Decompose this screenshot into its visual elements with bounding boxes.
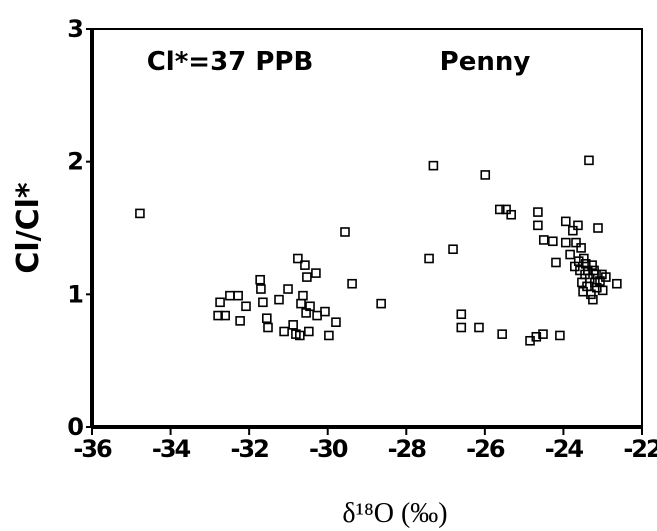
point [256, 284, 266, 294]
point [506, 209, 516, 220]
point [293, 253, 303, 264]
point [300, 260, 310, 270]
point [533, 220, 543, 231]
point [551, 257, 561, 268]
point [262, 313, 272, 324]
point [213, 310, 223, 321]
x-tick-label: -26 [466, 435, 505, 463]
point [584, 155, 594, 166]
point [331, 317, 341, 327]
point [571, 237, 581, 248]
point [601, 272, 611, 282]
point [548, 236, 558, 247]
point [588, 294, 598, 305]
point [305, 301, 315, 312]
point [304, 326, 314, 337]
point [555, 330, 565, 341]
point [456, 322, 467, 333]
point [255, 274, 265, 285]
point [576, 243, 586, 253]
point [376, 298, 386, 309]
point [586, 289, 596, 300]
point [324, 330, 334, 341]
point [593, 223, 603, 233]
point [279, 326, 289, 337]
point [581, 259, 591, 269]
point [225, 290, 235, 301]
x-tick-label: -24 [545, 435, 584, 463]
point [494, 204, 505, 215]
point [538, 329, 548, 339]
point [311, 268, 321, 278]
point [560, 216, 571, 227]
x-axis-label: δ¹⁸O (‰) [342, 498, 447, 529]
point [283, 284, 293, 294]
y-tick-label: 0 [67, 413, 83, 441]
plot-frame [91, 28, 643, 428]
point [612, 278, 622, 289]
x-tick-label: -28 [388, 435, 427, 463]
point [312, 310, 322, 321]
x-tick-label: -30 [309, 435, 348, 463]
point [233, 290, 243, 301]
point [215, 297, 225, 308]
point [320, 306, 330, 317]
point [497, 329, 507, 339]
point [302, 272, 312, 282]
point [538, 235, 549, 245]
x-tick-label: -32 [230, 435, 268, 463]
point [568, 225, 578, 236]
point [592, 282, 602, 293]
annotation: Cl*=37 PPB [147, 47, 314, 77]
annotation: Penny [440, 47, 531, 77]
point [587, 260, 597, 270]
point [573, 220, 583, 231]
point [573, 256, 584, 266]
y-axis-label: Cl/Cl* [11, 182, 46, 274]
point [235, 316, 245, 326]
point [296, 298, 306, 309]
y-tick-label: 2 [67, 148, 82, 176]
point [263, 322, 273, 333]
point [295, 330, 305, 341]
point [579, 253, 589, 264]
point [241, 301, 251, 312]
point [480, 170, 491, 180]
point [597, 285, 608, 296]
point [135, 208, 145, 219]
point [533, 207, 543, 217]
point [456, 309, 467, 320]
y-tick-label: 1 [67, 280, 83, 308]
x-tick-label: -34 [152, 435, 191, 463]
point [274, 294, 284, 305]
point [424, 253, 434, 264]
point [501, 204, 511, 215]
point [565, 249, 575, 260]
point [298, 290, 308, 301]
x-tick-label: -22 [623, 435, 657, 463]
point [340, 227, 350, 237]
point [220, 310, 230, 321]
point [288, 320, 298, 330]
point [258, 297, 268, 308]
point [347, 278, 357, 289]
point [531, 331, 542, 342]
point [474, 322, 484, 333]
point [560, 237, 571, 248]
x-tick-label: -36 [73, 435, 112, 463]
point [448, 244, 458, 255]
point [428, 160, 439, 171]
y-tick-label: 3 [67, 15, 82, 43]
